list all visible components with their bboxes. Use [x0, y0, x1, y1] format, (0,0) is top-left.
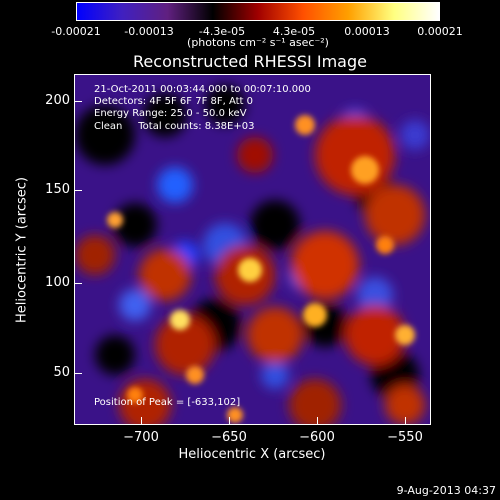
x-tick-mark	[317, 417, 318, 425]
image-blob	[315, 115, 395, 195]
image-blob	[127, 387, 143, 403]
image-blob	[170, 310, 190, 330]
colorbar-tick-label: 4.3e-05	[272, 25, 316, 38]
y-tick-label: 50	[53, 365, 70, 380]
y-axis-label: Heliocentric Y (arcsec)	[14, 177, 30, 323]
x-tick-label: −600	[299, 430, 335, 445]
y-tick-mark	[74, 283, 82, 284]
overlay-peak-position: Position of Peak = [-633,102]	[94, 397, 241, 408]
image-blob	[227, 407, 243, 423]
image-blob	[250, 200, 300, 250]
rhessi-image-canvas	[75, 75, 430, 424]
image-blob	[119, 289, 151, 321]
colorbar	[76, 2, 440, 21]
y-tick-mark	[74, 190, 82, 191]
x-tick-mark	[229, 417, 230, 425]
image-blob	[155, 315, 215, 375]
plot-title: Reconstructed RHESSI Image	[133, 52, 367, 71]
image-blob	[261, 361, 289, 389]
image-blob	[289, 379, 341, 424]
x-axis-label: Heliocentric X (arcsec)	[178, 447, 326, 462]
image-blob	[345, 305, 405, 365]
image-blob	[95, 335, 135, 375]
x-tick-mark	[405, 417, 406, 425]
colorbar-tick-label: -0.00021	[51, 25, 101, 38]
colorbar-tick-label: -4.3e-05	[198, 25, 246, 38]
y-tick-label: 100	[45, 275, 70, 290]
y-tick-mark	[74, 101, 82, 102]
colorbar-tick-label: -0.00013	[124, 25, 174, 38]
image-blob	[357, 277, 393, 313]
datestamp: 9-Aug-2013 04:37	[396, 484, 496, 497]
image-blob	[351, 156, 379, 184]
image-blob	[385, 385, 425, 424]
y-tick-label: 200	[45, 93, 70, 108]
x-tick-label: −550	[387, 430, 423, 445]
image-blob	[75, 235, 115, 275]
image-blob	[157, 167, 193, 203]
image-blob	[237, 137, 273, 173]
y-tick-label: 150	[45, 182, 70, 197]
overlay-time-range: 21-Oct-2011 00:03:44.000 to 00:07:10.000	[94, 84, 311, 95]
image-blob	[395, 325, 415, 345]
image-blob	[75, 105, 135, 165]
colorbar-tick-label: 0.00021	[417, 25, 463, 38]
rhessi-image	[74, 74, 431, 425]
image-blob	[400, 120, 430, 150]
y-tick-mark	[74, 373, 82, 374]
image-blob	[107, 212, 123, 228]
image-blob	[205, 85, 245, 125]
overlay-energy-range: Energy Range: 25.0 - 50.0 keV	[94, 108, 247, 119]
image-blob	[365, 185, 425, 245]
overlay-detectors: Detectors: 4F 5F 6F 7F 8F, Att 0	[94, 96, 254, 107]
image-blob	[247, 307, 303, 363]
overlay-total-counts: Clean Total counts: 8.38E+03	[94, 121, 255, 132]
image-blob	[139, 249, 191, 301]
image-blob	[291, 231, 359, 299]
x-tick-mark	[141, 417, 142, 425]
colorbar-units-label: (photons cm⁻² s⁻¹ asec⁻²)	[187, 36, 329, 49]
image-blob	[295, 115, 315, 135]
image-blob	[303, 303, 327, 327]
colorbar-tick-label: 0.00013	[344, 25, 390, 38]
image-blob	[376, 236, 394, 254]
image-blob	[143, 93, 187, 137]
x-tick-label: −700	[123, 430, 159, 445]
image-blob	[113, 203, 157, 247]
image-blob	[238, 258, 262, 282]
image-blob	[186, 366, 204, 384]
x-tick-label: −650	[211, 430, 247, 445]
